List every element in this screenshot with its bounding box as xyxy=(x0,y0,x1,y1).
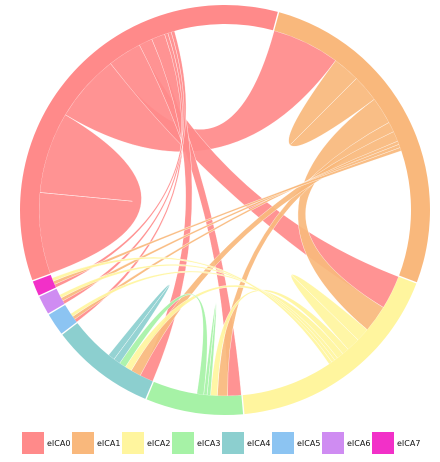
legend-swatch xyxy=(222,432,244,454)
group-arc-eICA6 xyxy=(39,288,65,314)
group-arc-eICA5 xyxy=(48,305,77,334)
group-arc-eICA1 xyxy=(274,12,431,283)
legend-item-eICA5: eICA5 xyxy=(272,432,320,454)
legend-item-eICA6: eICA6 xyxy=(322,432,370,454)
group-arc-eICA2 xyxy=(242,276,417,415)
legend-label: eICA7 xyxy=(397,438,421,448)
chord-ribbons xyxy=(38,30,402,397)
group-arc-eICA0 xyxy=(20,5,278,281)
legend-swatch xyxy=(372,432,394,454)
legend-item-eICA4: eICA4 xyxy=(222,432,270,454)
legend-swatch xyxy=(322,432,344,454)
chord-group-arcs xyxy=(20,5,431,415)
legend-item-eICA0: eICA0 xyxy=(22,432,70,454)
group-arc-eICA4 xyxy=(62,323,153,399)
legend-label: eICA6 xyxy=(347,438,371,448)
legend-label: eICA5 xyxy=(297,438,321,448)
chord-diagram xyxy=(20,5,431,415)
legend-swatch xyxy=(272,432,294,454)
ribbon-eICA1-eICA1 xyxy=(288,60,375,147)
legend-swatch xyxy=(22,432,44,454)
legend-swatch xyxy=(172,432,194,454)
legend-item-eICA7: eICA7 xyxy=(372,432,420,454)
legend-swatch xyxy=(72,432,94,454)
ribbon-eICA3-eICA3 xyxy=(203,302,217,396)
legend-label: eICA1 xyxy=(97,438,121,448)
legend-label: eICA4 xyxy=(247,438,271,448)
group-arc-eICA7 xyxy=(32,274,56,296)
legend-label: eICA3 xyxy=(197,438,221,448)
legend-swatch xyxy=(122,432,144,454)
legend-label: eICA0 xyxy=(47,438,71,448)
legend-label: eICA2 xyxy=(147,438,171,448)
legend-item-eICA3: eICA3 xyxy=(172,432,220,454)
legend-item-eICA2: eICA2 xyxy=(122,432,170,454)
ribbon-eICA0-eICA7 xyxy=(54,30,187,288)
legend-item-eICA1: eICA1 xyxy=(72,432,120,454)
legend: eICA0 eICA1 eICA2 eICA3 eICA4 eICA5 eICA6 eICA7 xyxy=(0,432,440,458)
group-arc-eICA3 xyxy=(146,381,244,415)
